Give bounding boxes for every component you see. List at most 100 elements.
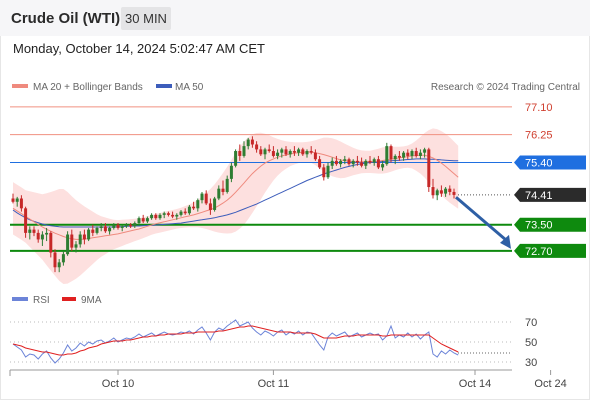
candle xyxy=(376,155,380,170)
candle-body xyxy=(28,229,32,233)
candle xyxy=(103,223,107,233)
candlesticks xyxy=(11,136,456,273)
timestamp: Monday, October 14, 2024 5:02:47 AM CET xyxy=(13,41,265,56)
candle-body xyxy=(309,151,313,153)
candle xyxy=(133,221,137,228)
candle-body xyxy=(187,206,191,214)
candle xyxy=(385,142,389,166)
candle xyxy=(343,155,347,165)
candle xyxy=(225,175,229,194)
candle xyxy=(288,149,292,158)
candle xyxy=(78,231,82,248)
candle-body xyxy=(40,234,44,240)
candle-body xyxy=(234,151,238,166)
candle-body xyxy=(15,198,19,202)
candle xyxy=(351,159,355,168)
legend-ma20: MA 20 + Bollinger Bands xyxy=(33,82,143,93)
rsi-tick-70: 70 xyxy=(525,317,537,329)
candle xyxy=(196,198,200,212)
candle xyxy=(87,227,91,242)
candle xyxy=(208,198,212,215)
candle-body xyxy=(267,149,271,152)
candle xyxy=(15,196,19,207)
interval-badge[interactable]: 30 MIN xyxy=(121,7,171,30)
candle-body xyxy=(141,218,145,222)
candle xyxy=(129,223,133,228)
level-label-76.25: 76.25 xyxy=(525,130,553,142)
candle xyxy=(423,147,427,158)
candle xyxy=(183,208,187,215)
candle-body xyxy=(204,193,208,204)
level-tag-73.50 xyxy=(514,217,586,232)
candle xyxy=(154,213,158,220)
candle-body xyxy=(66,234,70,255)
candle xyxy=(234,149,238,168)
legend-swatch-rsi-ma xyxy=(62,297,76,301)
candle xyxy=(347,157,351,166)
candle xyxy=(145,216,149,224)
candle xyxy=(439,185,443,197)
candle xyxy=(187,205,191,215)
candle xyxy=(414,147,418,158)
level-label-75.40: 75.40 xyxy=(525,157,553,169)
candle xyxy=(330,157,334,170)
candle xyxy=(213,196,217,212)
x-axis: Oct 10 Oct 11 Oct 14 Oct 24 xyxy=(9,369,567,390)
candle xyxy=(444,187,448,197)
candle xyxy=(322,164,326,181)
candle xyxy=(355,155,359,166)
candle xyxy=(452,188,456,199)
candle-body xyxy=(427,149,431,188)
candle-body xyxy=(225,178,229,192)
candle-body xyxy=(385,146,389,165)
candle xyxy=(99,223,103,232)
candle xyxy=(334,155,338,166)
candle-body xyxy=(183,211,187,214)
candle xyxy=(229,162,233,183)
rsi-panel: 70 50 30 xyxy=(10,317,537,369)
candle xyxy=(435,188,439,201)
candle xyxy=(276,149,280,160)
candle xyxy=(280,147,284,158)
legend-rsi: RSI xyxy=(33,295,50,306)
level-labels: 77.10 76.25 75.40 74.41 73.50 72.70 xyxy=(514,102,586,258)
candle xyxy=(74,241,78,253)
ma50-line xyxy=(12,158,459,228)
candle-body xyxy=(238,151,242,156)
candle-body xyxy=(368,160,372,163)
candle-body xyxy=(82,234,86,240)
candle xyxy=(246,137,250,150)
candle-body xyxy=(326,165,330,178)
candle-body xyxy=(124,224,128,227)
level-tag-74.41 xyxy=(514,187,586,202)
candle xyxy=(318,155,322,170)
candle-body xyxy=(129,224,133,227)
candle xyxy=(175,213,179,220)
candle-body xyxy=(242,146,246,156)
legend-swatch-rsi xyxy=(12,297,28,301)
candle-body xyxy=(376,159,380,168)
candle xyxy=(82,229,86,245)
header-bar: Crude Oil (WTI) 30 MIN xyxy=(0,0,590,36)
candle xyxy=(397,151,401,161)
candle-body xyxy=(116,224,120,228)
candle-body xyxy=(145,218,149,222)
candle-body xyxy=(229,165,233,179)
candle xyxy=(221,180,225,196)
candle-body xyxy=(221,188,225,192)
candle xyxy=(402,151,406,161)
candle-body xyxy=(162,213,166,215)
candle-body xyxy=(70,234,74,248)
candle-body xyxy=(166,213,170,215)
candle-body xyxy=(213,198,217,210)
candle-body xyxy=(288,151,292,155)
candle-body xyxy=(322,167,326,178)
candle xyxy=(372,157,376,166)
candle-body xyxy=(19,198,23,209)
candle-body xyxy=(200,193,204,201)
candle-body xyxy=(108,227,112,232)
candle xyxy=(427,147,431,192)
candle-body xyxy=(61,254,65,263)
rsi-line xyxy=(12,319,459,364)
legend-swatch-ma20 xyxy=(12,84,28,88)
